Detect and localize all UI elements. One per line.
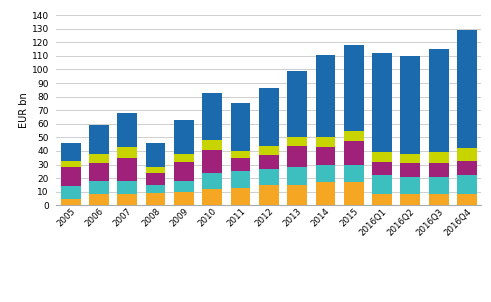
Y-axis label: EUR bn: EUR bn [19,92,29,128]
Bar [259,185,279,205]
Bar [344,141,364,165]
Bar [316,147,335,165]
Bar [372,175,392,194]
Bar [287,167,307,185]
Bar [117,147,137,158]
Bar [429,177,449,194]
Bar [89,181,109,194]
Bar [429,152,449,163]
Bar [457,194,477,205]
Bar [117,194,137,205]
Bar [287,146,307,167]
Bar [372,53,392,152]
Bar [61,143,81,161]
Bar [174,120,194,154]
Bar [344,182,364,205]
Bar [202,92,222,140]
Bar [372,194,392,205]
Bar [259,146,279,155]
Bar [61,199,81,205]
Bar [89,125,109,154]
Bar [89,194,109,205]
Bar [202,140,222,149]
Bar [259,169,279,185]
Bar [372,152,392,162]
Bar [117,158,137,181]
Bar [429,49,449,152]
Bar [344,165,364,182]
Bar [146,193,165,205]
Bar [457,148,477,161]
Bar [231,151,250,158]
Bar [316,182,335,205]
Bar [174,181,194,192]
Bar [401,163,420,177]
Bar [401,154,420,163]
Bar [61,186,81,199]
Bar [287,185,307,205]
Bar [202,173,222,189]
Bar [146,167,165,173]
Bar [61,167,81,186]
Bar [231,171,250,188]
Bar [117,181,137,194]
Bar [401,177,420,194]
Bar [287,137,307,146]
Bar [316,54,335,137]
Bar [457,30,477,148]
Bar [231,103,250,151]
Bar [316,165,335,182]
Bar [174,162,194,181]
Bar [89,154,109,163]
Bar [457,175,477,194]
Bar [372,162,392,175]
Bar [401,56,420,154]
Bar [259,88,279,146]
Bar [231,188,250,205]
Bar [344,130,364,141]
Bar [174,154,194,162]
Bar [146,143,165,167]
Bar [146,185,165,193]
Bar [231,158,250,171]
Bar [89,163,109,181]
Bar [287,71,307,137]
Bar [401,194,420,205]
Bar [61,161,81,167]
Bar [146,173,165,185]
Bar [429,194,449,205]
Bar [457,161,477,175]
Bar [117,113,137,147]
Bar [316,137,335,147]
Bar [259,155,279,169]
Bar [202,149,222,173]
Bar [174,192,194,205]
Bar [202,189,222,205]
Bar [429,163,449,177]
Bar [344,45,364,130]
